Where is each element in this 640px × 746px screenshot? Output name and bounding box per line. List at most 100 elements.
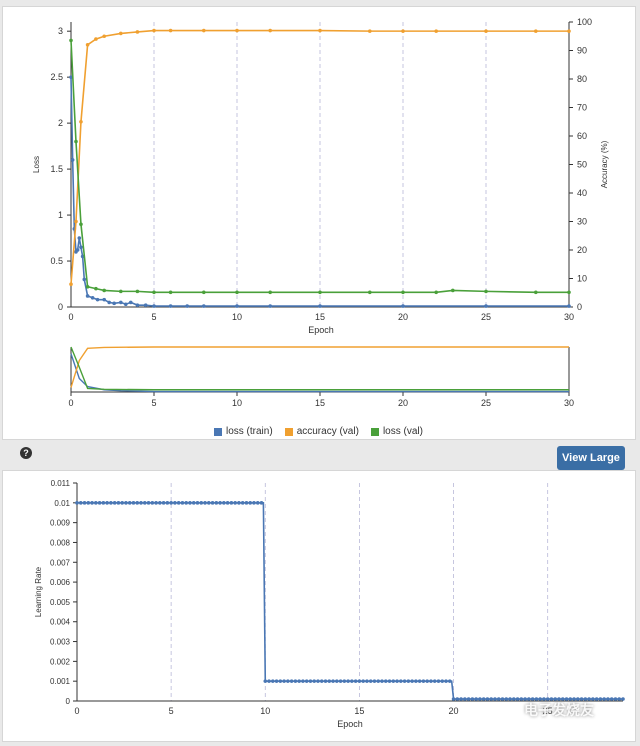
lr-data-point [527, 697, 531, 701]
data-point [74, 219, 78, 224]
data-point [567, 290, 571, 295]
lr-data-point [508, 697, 512, 701]
legend-item-val-loss[interactable]: loss (val) [370, 426, 423, 437]
lr-data-point [376, 679, 381, 683]
lr-data-point [244, 501, 249, 505]
data-point [123, 302, 128, 307]
val-accuracy-swatch-icon [284, 427, 293, 436]
lr-data-point [530, 697, 535, 701]
lr-data-point [331, 679, 335, 683]
data-point [451, 288, 455, 293]
watermark: 电子发烧友 [524, 702, 594, 718]
lr-data-point [549, 697, 554, 701]
data-point [484, 289, 488, 294]
lr-y-tick-label: 0.006 [50, 578, 71, 587]
lr-data-point [496, 697, 501, 701]
lr-data-point [139, 501, 143, 505]
lr-y-tick-label: 0.008 [50, 538, 71, 547]
lr-data-point [127, 501, 132, 505]
lr-data-point [218, 501, 222, 505]
lr-data-point [621, 697, 625, 701]
lr-data-point [587, 697, 591, 701]
x-tick-label: 0 [68, 312, 73, 322]
lr-data-point [206, 501, 211, 505]
data-point [143, 303, 148, 307]
lr-data-point [485, 697, 490, 701]
lr-data-point [380, 679, 384, 683]
lr-data-point [131, 501, 136, 505]
lr-data-point [451, 697, 456, 701]
lr-data-point [606, 697, 610, 701]
lr-data-point [274, 679, 279, 683]
y2-tick-label: 60 [577, 131, 587, 141]
lr-data-point [101, 501, 106, 505]
lr-data-point [357, 679, 362, 683]
lr-data-point [342, 679, 347, 683]
x-tick-label: 20 [398, 312, 408, 322]
data-point [90, 296, 95, 300]
lr-data-point [184, 501, 188, 505]
y2-tick-label: 50 [577, 160, 587, 170]
lr-data-point [316, 679, 320, 683]
lr-data-point [301, 679, 305, 683]
lr-data-point [297, 679, 301, 683]
lr-data-point [372, 679, 377, 683]
lr-data-point [365, 679, 369, 683]
data-point [135, 303, 140, 307]
x-tick-label: 10 [232, 312, 242, 322]
data-point [95, 297, 100, 302]
lr-data-point [158, 501, 162, 505]
y2-tick-label: 80 [577, 74, 587, 84]
view-large-button[interactable]: View Large [557, 446, 625, 470]
data-point [268, 304, 273, 308]
data-point [119, 289, 123, 294]
y-tick-label: 1.5 [50, 164, 63, 174]
lr-data-point [176, 501, 181, 505]
legend-item-train-loss[interactable]: loss (train) [214, 426, 273, 437]
data-point [567, 304, 571, 308]
lr-data-point [609, 697, 614, 701]
y2-tick-label: 100 [577, 17, 592, 27]
lr-x-axis-title: Epoch [337, 719, 363, 729]
data-point [94, 37, 98, 41]
x-tick-label: 25 [481, 312, 491, 322]
lr-data-point [523, 697, 527, 701]
data-point [77, 236, 82, 240]
lr-data-point [304, 679, 309, 683]
y-tick-label: 3 [58, 26, 63, 36]
data-point [268, 28, 273, 33]
mini-x-tick-label: 20 [398, 398, 408, 408]
data-point [318, 28, 322, 33]
data-point [202, 304, 206, 308]
legend-item-val-accuracy[interactable]: accuracy (val) [284, 426, 359, 437]
lr-data-point [613, 697, 618, 701]
lr-data-point [410, 679, 414, 683]
lr-data-point [308, 679, 313, 683]
train-loss-swatch-icon [214, 427, 222, 436]
lr-data-point [553, 697, 558, 701]
data-point [69, 75, 73, 79]
lr-data-point [319, 679, 324, 683]
lr-data-point [327, 679, 332, 683]
lr-data-point [391, 679, 396, 683]
series-line-loss-train- [70, 77, 569, 307]
data-point [74, 139, 78, 144]
lr-data-point [146, 501, 151, 505]
lr-data-point [481, 697, 486, 701]
help-icon[interactable]: ? [20, 447, 32, 459]
lr-data-point [271, 679, 275, 683]
lr-data-point [579, 697, 584, 701]
lr-data-point [500, 697, 505, 701]
lr-data-point [545, 697, 550, 701]
lr-data-point [210, 501, 215, 505]
mini-x-tick-label: 15 [315, 398, 325, 408]
lr-x-tick-label: 10 [260, 706, 270, 716]
lr-data-point [425, 679, 429, 683]
legend-label-val-loss: loss (val) [382, 426, 423, 437]
data-point [235, 290, 239, 295]
data-point [168, 290, 173, 295]
lr-data-point [542, 697, 546, 701]
lr-y-axis-title: Learning Rate [34, 566, 43, 617]
lr-data-point [432, 679, 437, 683]
lr-data-point [512, 697, 516, 701]
